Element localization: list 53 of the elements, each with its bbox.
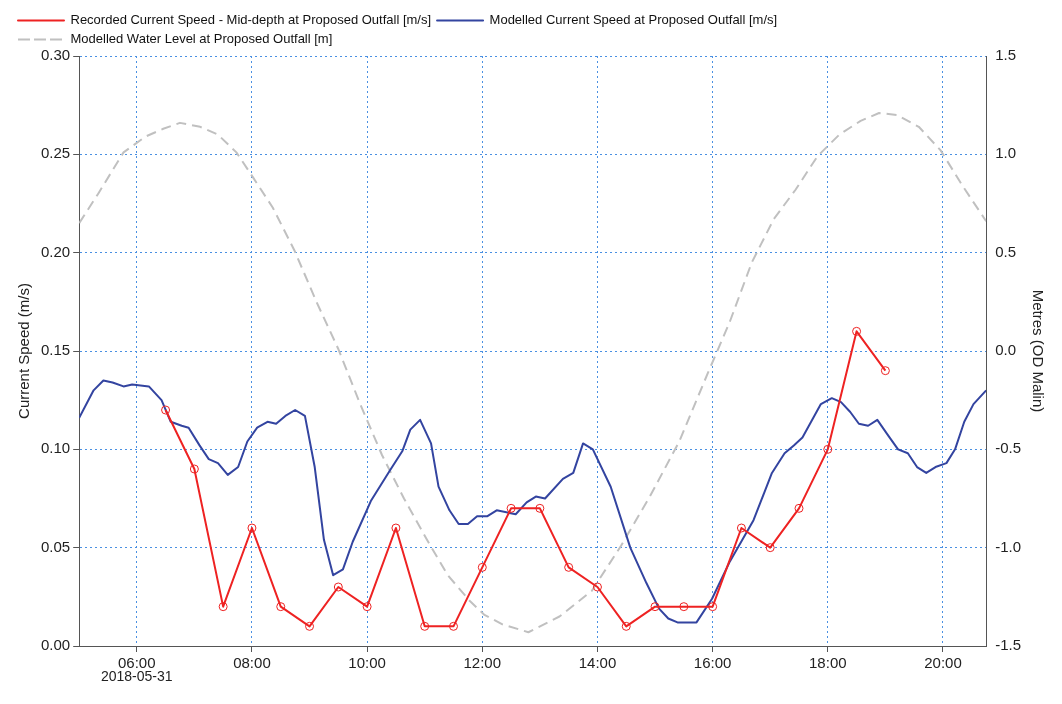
- point: [736, 523, 746, 533]
- point: [218, 602, 228, 612]
- x-tick-label: 16:00: [693, 654, 732, 672]
- point: [880, 366, 890, 376]
- x-tick-label: 08:00: [233, 654, 271, 672]
- point: [765, 543, 775, 553]
- point: [247, 523, 257, 533]
- point: [621, 621, 631, 631]
- y2-tick-label: 1.0: [995, 144, 1017, 162]
- legend-label: Modelled Current Speed at Proposed Outfall [m/s]: [489, 12, 778, 28]
- y-tick-label: 0.10: [40, 439, 71, 457]
- point: [679, 602, 689, 612]
- point: [506, 503, 516, 513]
- point: [189, 464, 199, 474]
- point: [564, 562, 574, 572]
- point: [823, 444, 833, 454]
- y-axis-title: Current Speed (m/s): [15, 283, 33, 419]
- point: [305, 621, 315, 631]
- point: [362, 602, 372, 612]
- point: [708, 602, 718, 612]
- point: [449, 621, 458, 631]
- y-tick-label: 0.25: [40, 144, 71, 162]
- point: [276, 602, 286, 612]
- line-series: [79, 112, 987, 634]
- point: [650, 602, 660, 612]
- x-tick-label: 12:00: [463, 654, 502, 672]
- point: [391, 523, 401, 533]
- point: [535, 503, 545, 513]
- point: [333, 582, 343, 592]
- x-tick-label: 20:00: [924, 654, 962, 672]
- y2-tick-label: 0.0: [995, 341, 1017, 359]
- x-tick-label: 18:00: [809, 654, 847, 672]
- y-tick-label: 0.20: [40, 242, 71, 260]
- y-tick-label: 0.00: [40, 636, 71, 654]
- y-tick-label: 0.15: [40, 341, 71, 359]
- y-tick-label: 0.05: [40, 537, 71, 555]
- point: [852, 326, 862, 336]
- x-tick-label: 14:00: [578, 654, 617, 672]
- y2-tick-label: -1.0: [995, 537, 1022, 555]
- point: [161, 405, 171, 415]
- y-tick-label: 0.30: [40, 46, 71, 64]
- legend-label: Recorded Current Speed - Mid-depth at Proposed Outfall [m/s]: [70, 12, 432, 28]
- y2-axis-title: Metres (OD Malin): [1029, 289, 1047, 413]
- y2-tick-label: -0.5: [995, 439, 1022, 457]
- point: [420, 621, 430, 631]
- y2-tick-label: -1.5: [995, 636, 1022, 654]
- point: [592, 582, 602, 592]
- legend-label: Modelled Water Level at Proposed Outfall [m]: [70, 31, 333, 47]
- x-tick-label: 10:00: [348, 654, 386, 672]
- point: [477, 562, 487, 572]
- y2-tick-label: 0.5: [995, 242, 1017, 260]
- point: [794, 503, 804, 513]
- y2-tick-label: 1.5: [995, 46, 1017, 64]
